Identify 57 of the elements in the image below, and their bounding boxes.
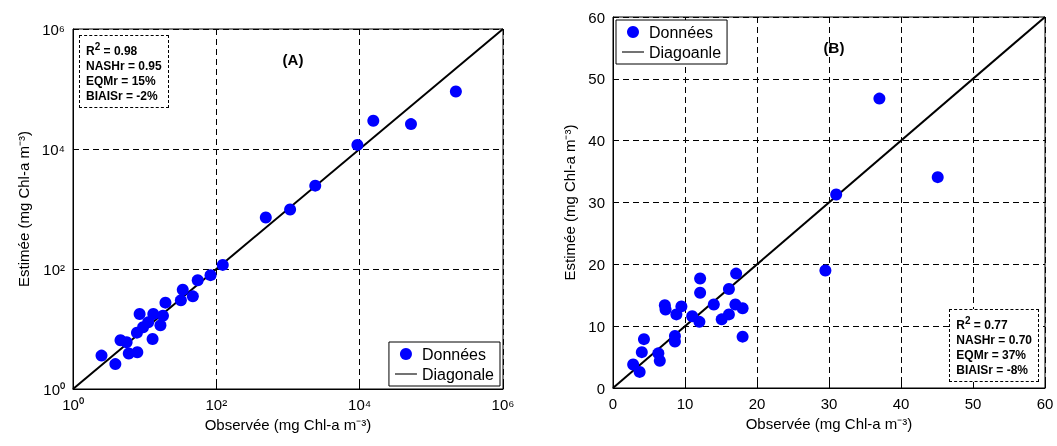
point [635, 346, 648, 359]
x-tick-label: 50 [964, 395, 982, 412]
point [819, 264, 832, 277]
x-tick-label: 60 [1036, 395, 1054, 412]
annotation: EQMr = 37% [956, 348, 1027, 363]
point [694, 272, 707, 285]
annotation: EQMr = 15% [86, 74, 157, 89]
y-tick-label: 10² [43, 260, 65, 278]
annotation: R$^{2}$ = 0.98 [86, 40, 139, 59]
legend-label: Données [649, 23, 714, 41]
point [670, 308, 683, 321]
y-tick-label: 30 [588, 194, 605, 211]
legend-label: Diagonale [421, 365, 495, 383]
annotation: BIAISr = -2% [86, 89, 159, 104]
legend-label: Diagoanle [649, 43, 722, 61]
point [693, 315, 706, 328]
annotation: NASHr = 0.95 [86, 59, 162, 74]
x-tick-label: 0 [608, 395, 618, 412]
y-tick-label: 60 [588, 8, 605, 26]
y-tick-label: 10⁴ [41, 140, 65, 158]
point [873, 92, 886, 105]
y-axis-title: Estimée (mg Chl-a m⁻³) [561, 124, 578, 281]
x-tick-label: 10⁰ [62, 396, 84, 413]
point [637, 333, 650, 346]
y-tick-label: 50 [588, 70, 605, 88]
x-tick-label: 30 [820, 395, 838, 412]
point [730, 267, 743, 280]
annotation: R$^{2}$ = 0.77 [956, 314, 1009, 333]
y-tick-label: 40 [588, 132, 605, 150]
y-tick-label: 10⁶ [42, 20, 65, 38]
x-tick-label: 10⁶ [491, 396, 515, 413]
text: (B) [823, 39, 845, 56]
legend-label: Données [421, 345, 486, 363]
point [707, 298, 720, 311]
point [694, 286, 707, 299]
point [715, 313, 728, 326]
text: (A) [282, 51, 304, 68]
point [633, 365, 646, 378]
x-tick-label: 40 [892, 395, 910, 412]
point [931, 171, 944, 184]
point [722, 283, 735, 296]
point [830, 188, 843, 201]
x-tick-label: 10⁴ [348, 396, 372, 413]
annotation: BIAISr = -8% [956, 363, 1029, 378]
x-tick-label: 10² [205, 396, 228, 413]
y-tick-label: 10 [588, 317, 605, 335]
y-tick-label: 0 [596, 379, 605, 397]
y-axis-title: Estimée (mg Chl-a m⁻³) [14, 131, 32, 287]
x-tick-label: 20 [748, 395, 766, 412]
point [736, 302, 749, 315]
y-tick-label: 20 [588, 255, 605, 273]
x-tick-label: 10 [676, 395, 694, 412]
point [736, 330, 749, 343]
y-tick-label: 10⁰ [43, 380, 65, 398]
annotation: NASHr = 0.70 [956, 333, 1032, 348]
x-axis-title: Observée (mg Chl-a m⁻³) [204, 415, 372, 433]
x-axis-title: Observée (mg Chl-a m⁻³) [745, 414, 913, 432]
